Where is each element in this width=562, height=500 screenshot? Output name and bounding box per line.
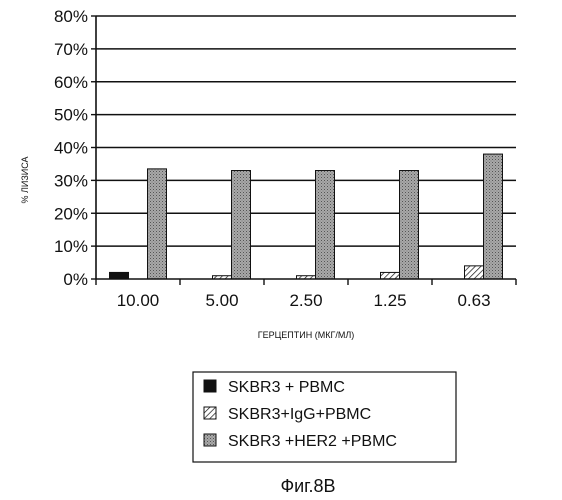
bar xyxy=(232,171,251,279)
y-tick-label: 0% xyxy=(63,270,88,289)
y-tick-label: 80% xyxy=(54,7,88,26)
x-tick-label: 2.50 xyxy=(289,291,322,310)
y-tick-label: 70% xyxy=(54,40,88,59)
y-tick-label: 20% xyxy=(54,204,88,223)
y-tick-label: 40% xyxy=(54,139,88,158)
y-axis-ticks: 0% 10% 20% 30% 40% 50% 60% 70% 80% xyxy=(54,7,96,289)
x-tick-label: 5.00 xyxy=(205,291,238,310)
bar xyxy=(148,169,167,279)
bar xyxy=(484,154,503,279)
bar xyxy=(110,272,129,279)
legend-label: SKBR3 + PBMC xyxy=(228,379,345,396)
legend: SKBR3 + PBMC SKBR3+IgG+PBMC SKBR3 +HER2 +P… xyxy=(193,372,456,462)
x-tick-label: 1.25 xyxy=(373,291,406,310)
x-axis-ticks: 10.00 5.00 2.50 1.25 0.63 xyxy=(96,279,516,310)
x-tick-label: 10.00 xyxy=(117,291,160,310)
legend-swatch xyxy=(204,380,216,392)
y-axis-title: % ЛИЗИСА xyxy=(20,156,30,203)
y-tick-label: 60% xyxy=(54,73,88,92)
bar xyxy=(316,171,335,279)
legend-swatch xyxy=(204,434,216,446)
legend-swatch xyxy=(204,407,216,419)
bar xyxy=(465,266,484,279)
legend-label: SKBR3 +HER2 +PBMC xyxy=(228,433,397,450)
legend-label: SKBR3+IgG+PBMC xyxy=(228,406,371,423)
y-tick-label: 30% xyxy=(54,171,88,190)
x-axis-title: ГЕРЦЕПТИН (МКГ/МЛ) xyxy=(258,330,355,340)
y-tick-label: 50% xyxy=(54,106,88,125)
bar xyxy=(381,272,400,279)
x-tick-label: 0.63 xyxy=(457,291,490,310)
y-tick-label: 10% xyxy=(54,237,88,256)
bar xyxy=(400,171,419,279)
figure-caption: Фиг.8В xyxy=(280,476,335,496)
bars xyxy=(110,154,503,279)
